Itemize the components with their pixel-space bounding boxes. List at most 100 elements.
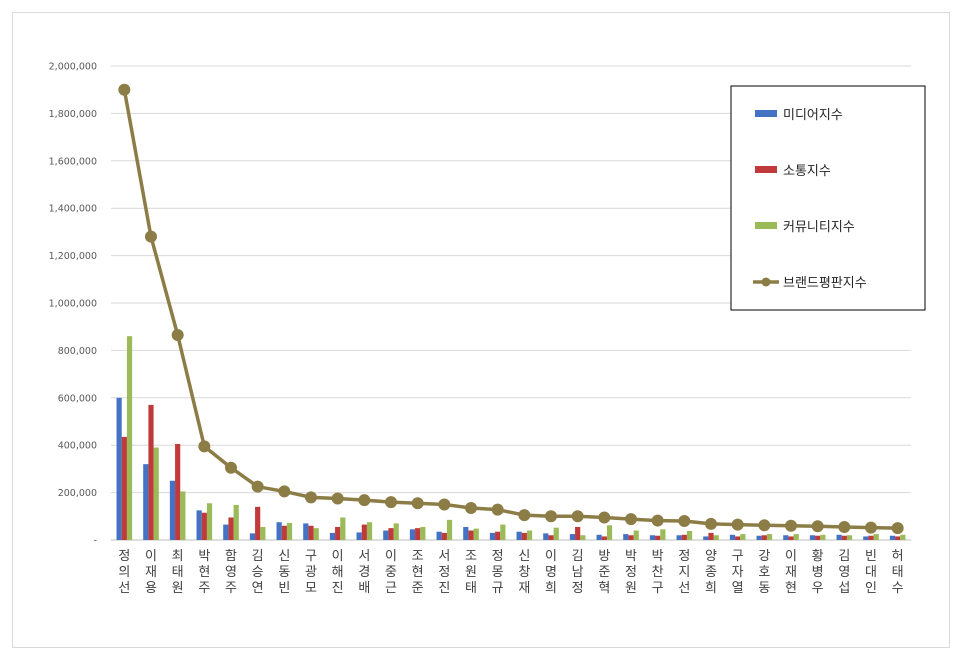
- y-tick-label: 800,000: [58, 346, 97, 357]
- bar: [596, 534, 602, 540]
- bar: [196, 510, 202, 540]
- legend-label: 소통지수: [783, 164, 831, 179]
- line-point: [865, 521, 877, 534]
- bar: [340, 517, 346, 540]
- bar: [303, 523, 309, 540]
- bar: [175, 444, 181, 540]
- bar: [495, 531, 501, 540]
- bar: [676, 535, 682, 540]
- bar: [649, 535, 656, 540]
- y-tick-label: 1,200,000: [49, 251, 97, 262]
- bar: [393, 523, 399, 540]
- bar: [388, 528, 394, 540]
- line-point: [411, 497, 424, 510]
- y-tick-label: 1,400,000: [49, 204, 97, 215]
- y-tick-label: 600,000: [58, 393, 97, 404]
- bar: [143, 464, 149, 540]
- line-point: [358, 494, 371, 507]
- y-tick-label: 1,000,000: [49, 299, 97, 310]
- y-tick-label: 1,600,000: [49, 156, 97, 167]
- bar: [895, 536, 901, 540]
- bar: [409, 529, 416, 540]
- bar: [313, 528, 319, 540]
- bar: [516, 531, 522, 540]
- bar: [169, 480, 176, 540]
- bar: [766, 534, 773, 540]
- bar: [580, 535, 586, 540]
- line-point: [198, 440, 211, 453]
- line-point: [571, 510, 584, 523]
- bar: [841, 535, 847, 540]
- bar: [180, 491, 186, 540]
- bar: [820, 534, 826, 540]
- bar: [660, 529, 666, 540]
- bar: [686, 530, 693, 540]
- bar: [863, 536, 869, 540]
- bar: [553, 527, 559, 540]
- line-point: [171, 328, 184, 341]
- line-point: [331, 492, 344, 505]
- bar: [255, 506, 261, 540]
- bar: [228, 517, 234, 540]
- bar: [601, 536, 607, 540]
- line-point: [625, 513, 637, 526]
- line-point: [438, 498, 451, 511]
- bar: [809, 535, 816, 540]
- bar: [526, 530, 533, 540]
- bar: [873, 534, 879, 540]
- bar: [543, 533, 549, 540]
- legend-label: 브랜드평판지수: [783, 276, 867, 291]
- bar: [713, 535, 719, 540]
- bar: [121, 436, 127, 540]
- bar: [383, 530, 389, 540]
- line-point: [545, 510, 557, 523]
- bar: [366, 522, 373, 540]
- bar: [868, 535, 874, 540]
- bar: [815, 535, 821, 540]
- bar: [276, 522, 282, 540]
- bar: [681, 534, 687, 540]
- bar: [900, 534, 906, 540]
- line-point: [251, 480, 264, 493]
- bar: [260, 526, 266, 540]
- bar: [233, 504, 239, 540]
- bar: [761, 535, 767, 540]
- line-point: [758, 519, 771, 532]
- bar: [628, 535, 634, 540]
- legend-label: 미디어지수: [783, 108, 843, 123]
- line-point: [305, 491, 317, 504]
- bar: [783, 535, 789, 540]
- line-point: [705, 517, 717, 530]
- bar: [756, 535, 762, 540]
- bar: [623, 534, 629, 540]
- bar: [361, 524, 367, 540]
- bar: [489, 532, 496, 540]
- bar: [286, 522, 293, 540]
- line-point: [678, 515, 691, 528]
- y-tick-label: 400,000: [58, 441, 97, 452]
- bar: [836, 534, 842, 540]
- bar: [606, 525, 613, 540]
- bar: [788, 536, 794, 540]
- bar: [846, 535, 853, 540]
- line-point: [731, 518, 744, 531]
- bar: [575, 526, 581, 540]
